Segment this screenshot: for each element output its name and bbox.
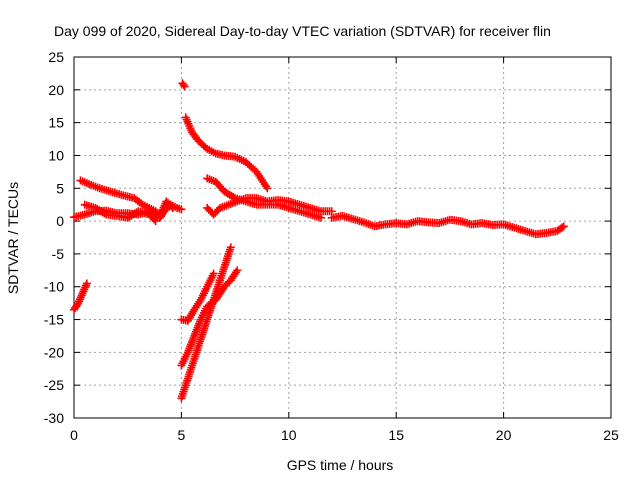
trace-recovery-c — [177, 269, 218, 325]
x-tick-label: 10 — [281, 427, 297, 443]
x-tick-label: 5 — [178, 427, 186, 443]
data-point — [82, 279, 91, 288]
data-point — [558, 223, 567, 232]
data-point — [209, 269, 218, 278]
y-tick-label: 0 — [56, 213, 64, 229]
data-point — [151, 217, 160, 226]
x-axis-label: GPS time / hours — [287, 457, 394, 473]
y-tick-label: -20 — [44, 344, 64, 360]
y-tick-label: 25 — [48, 49, 64, 65]
x-tick-label: 20 — [496, 427, 512, 443]
axis-ticks: 0 5 10 15 20 25 -30 -25 -20 -15 -10 -5 0 5 10 15 20 25 — [44, 49, 619, 443]
trace-middle — [203, 194, 336, 219]
y-tick-label: -25 — [44, 377, 64, 393]
trace-early-negative — [70, 279, 91, 314]
data-point — [226, 243, 235, 252]
y-tick-label: 20 — [48, 82, 64, 98]
trace-upper-band — [76, 176, 177, 220]
trace-decay — [181, 113, 272, 193]
trace-lower-band — [80, 200, 160, 226]
data-point — [263, 184, 272, 193]
data-point — [100, 209, 109, 218]
y-tick-label: -30 — [44, 410, 64, 426]
y-tick-label: 5 — [56, 180, 64, 196]
y-tick-label: -5 — [52, 246, 65, 262]
data-point — [150, 215, 159, 224]
grid-lines — [74, 57, 611, 418]
data-point — [559, 222, 568, 231]
data-point — [167, 202, 176, 211]
data-point — [179, 80, 188, 89]
data-point — [177, 205, 186, 214]
y-tick-label: 15 — [48, 115, 64, 131]
x-tick-label: 0 — [70, 427, 78, 443]
plot-frame — [73, 56, 612, 419]
data-point — [180, 82, 189, 91]
data-point — [168, 203, 177, 212]
y-tick-label: -15 — [44, 312, 64, 328]
chart-title: Day 099 of 2020, Sidereal Day-to-day VTE… — [54, 23, 551, 39]
x-tick-label: 15 — [388, 427, 404, 443]
data-layer — [70, 79, 568, 403]
trace-spike — [178, 79, 189, 91]
y-tick-label: -10 — [44, 279, 64, 295]
trace-recovery-b — [177, 266, 242, 370]
y-axis-label: SDTVAR / TECUs — [5, 182, 21, 294]
x-tick-label: 25 — [603, 427, 619, 443]
y-tick-label: 10 — [48, 147, 64, 163]
data-point — [233, 266, 242, 275]
trace-late — [327, 211, 568, 239]
